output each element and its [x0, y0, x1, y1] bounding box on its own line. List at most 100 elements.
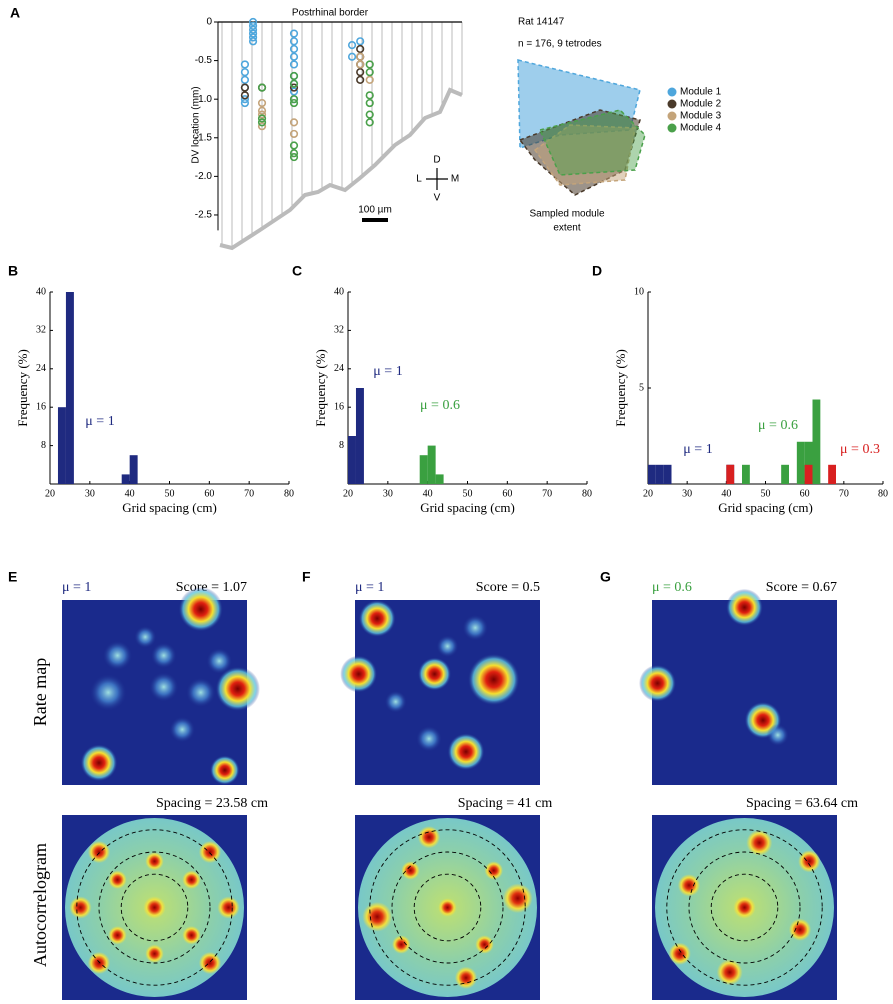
autocorrelogram-peak: [503, 883, 533, 914]
autocorrelogram-peak: [69, 896, 92, 919]
autocorrelogram-peak: [798, 850, 821, 873]
panel-label: C: [292, 263, 302, 279]
spacing-label: Spacing = 41 cm: [458, 796, 553, 811]
panel-label: G: [600, 569, 611, 585]
cell-point: [289, 60, 299, 69]
mean-annotation: μ = 1: [85, 414, 114, 429]
y-tick-label: -1.0: [195, 94, 213, 105]
cell-point: [289, 29, 299, 38]
x-tick-label: 60: [204, 488, 214, 499]
compass-label: V: [434, 193, 441, 204]
y-axis-label: DV location (mm): [191, 86, 202, 163]
y-tick-label: 5: [639, 382, 644, 393]
autocorrelogram-peak: [198, 951, 222, 975]
legend-swatch: [667, 87, 677, 97]
gridness-score: Score = 0.5: [476, 580, 540, 595]
histogram-bar: [804, 464, 813, 484]
y-tick-label: 24: [334, 363, 344, 374]
x-tick-label: 60: [502, 488, 512, 499]
annotation: Sampled module: [529, 209, 604, 220]
y-tick-label: 16: [36, 401, 46, 412]
autocorrelogram-peak: [417, 826, 441, 849]
cell-point: [257, 122, 267, 131]
cell-point: [365, 98, 374, 108]
cell-point: [356, 68, 365, 77]
cell-point: [240, 95, 250, 104]
y-tick-label: 10: [634, 286, 644, 297]
legend-label: Module 3: [680, 111, 722, 122]
y-tick-label: 32: [36, 325, 46, 336]
autocorrelogram-peak: [87, 951, 111, 975]
histogram-bar: [121, 474, 130, 484]
cell-point: [240, 68, 250, 77]
y-axis-label: Frequency (%): [15, 349, 30, 427]
autocorrelogram-peak: [401, 861, 420, 880]
rate-field: [210, 755, 240, 785]
legend-swatch: [667, 99, 677, 109]
compass-arrows: [426, 168, 448, 190]
y-tick-label: 32: [334, 325, 344, 336]
y-tick-label: -2.5: [195, 210, 213, 221]
rate-field: [134, 625, 157, 649]
cell-point: [240, 98, 250, 108]
x-tick-label: 40: [721, 488, 731, 499]
autocorrelogram-peak: [677, 874, 701, 897]
histogram-bar: [57, 407, 66, 484]
cell-point: [356, 44, 365, 54]
cell-point: [356, 75, 365, 84]
annotation: extent: [553, 223, 580, 234]
row-label: Autocorrelogram: [30, 843, 50, 967]
cell-point: [289, 98, 299, 108]
autocorrelogram-peak: [475, 935, 494, 954]
autocorrelogram-peak: [217, 896, 240, 919]
cell-point: [240, 75, 250, 84]
mean-annotation: μ = 1: [62, 580, 91, 595]
histogram-panel: 8 16 24 32 40 20 30 40 50 60 70 80 Grid spacing (cm)…: [313, 286, 592, 515]
row-label: Rate map: [30, 658, 50, 726]
cell-point: [257, 98, 267, 108]
cell-point: [248, 37, 258, 46]
rate-field: [417, 657, 452, 691]
rate-field: [150, 642, 177, 669]
cell-point: [289, 83, 299, 92]
gridness-score: Score = 0.67: [766, 580, 837, 595]
mean-annotation: μ = 0.3: [840, 442, 880, 457]
histogram-bar: [419, 455, 428, 484]
x-tick-label: 50: [761, 488, 771, 499]
cell-point: [240, 91, 250, 100]
x-axis-label: Grid spacing (cm): [420, 500, 515, 515]
histogram-bar: [355, 388, 364, 484]
autocorrelogram-peak: [108, 870, 127, 889]
module-extents: [517, 59, 646, 196]
y-axis-label: Frequency (%): [313, 349, 328, 427]
x-tick-label: 40: [125, 488, 135, 499]
cell-point: [289, 37, 299, 46]
autocorrelogram-peak: [746, 829, 773, 856]
x-tick-label: 30: [383, 488, 393, 499]
x-tick-label: 60: [800, 488, 810, 499]
cell-point: [356, 52, 365, 61]
x-tick-label: 50: [463, 488, 473, 499]
x-axis-label: Grid spacing (cm): [122, 500, 217, 515]
cell-point: [356, 37, 365, 46]
rate-field: [358, 600, 396, 637]
cell-point: [365, 60, 374, 69]
autocorrelogram-peak: [484, 861, 503, 880]
cell-point: [289, 71, 299, 81]
rate-field: [169, 716, 196, 743]
x-tick-label: 70: [839, 488, 849, 499]
histogram-bar: [812, 399, 821, 484]
x-tick-label: 80: [582, 488, 592, 499]
cell-point: [248, 21, 258, 30]
rate-field: [766, 723, 789, 747]
postrhinal-boundary: [219, 87, 463, 251]
cell-point: [356, 60, 365, 69]
x-axis-label: Grid spacing (cm): [718, 500, 813, 515]
histogram-bar: [726, 464, 735, 484]
compass-label: L: [416, 174, 422, 185]
histogram-bar: [663, 464, 672, 484]
cell-point: [365, 91, 374, 100]
cell-point: [289, 152, 299, 162]
rate-field: [185, 677, 216, 708]
